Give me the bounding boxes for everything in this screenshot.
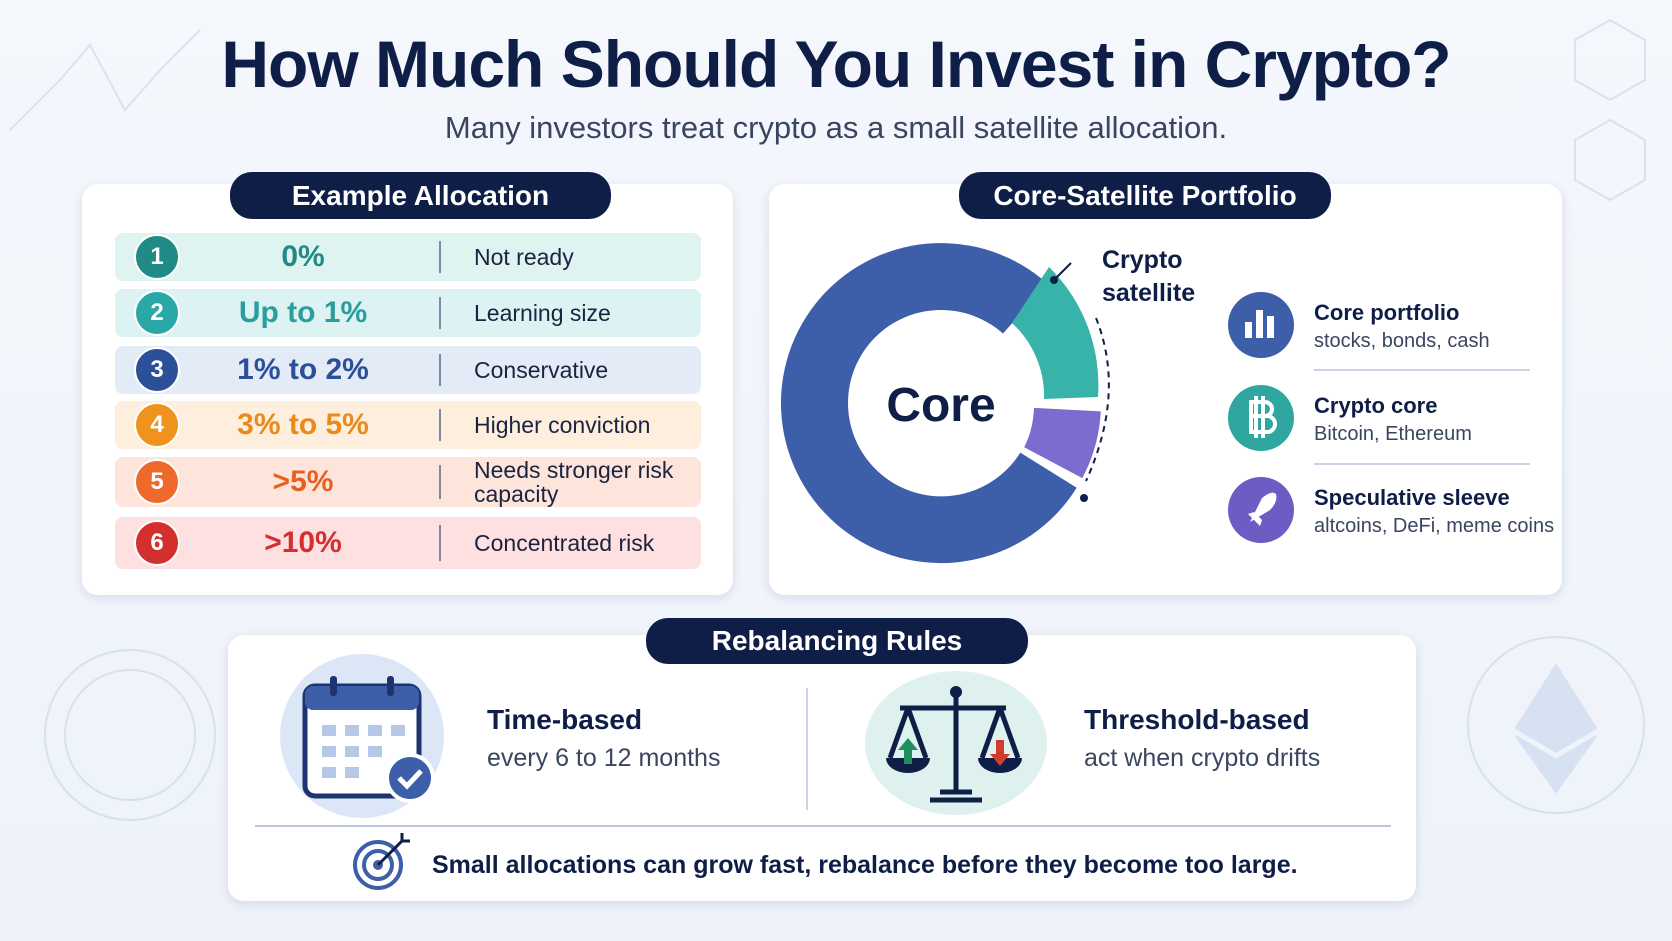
legend-title: Crypto core [1314,393,1438,418]
legend-detail: Bitcoin, Ethereum [1314,423,1472,445]
row-divider [439,409,441,441]
section-tab: Core-Satellite Portfolio [959,172,1331,219]
legend-title: Speculative sleeve [1314,485,1510,510]
core-segment [780,243,1077,564]
row-number: 1 [134,234,180,280]
allocation-row: 2 Up to 1% Learning size [115,289,701,337]
section-tab: Rebalancing Rules [646,618,1028,664]
allocation-row: 3 1% to 2% Conservative [115,346,701,394]
row-number: 2 [134,290,180,336]
row-number: 5 [134,459,180,505]
rule-detail: act when crypto drifts [1084,744,1321,772]
rule-title: Time-based [487,704,643,735]
speculative-segment [1024,407,1101,479]
row-range: >10% [264,526,342,559]
legend-detail: altcoins, DeFi, meme coins [1314,515,1555,537]
row-label: Needs stronger risk capacity [474,457,674,507]
subtitle: Many investors treat crypto as a small s… [444,110,1228,145]
row-label: Higher conviction [474,412,651,438]
donut-center-label: Core [886,379,996,432]
row-range: 1% to 2% [237,353,369,386]
donut-hole [848,310,1034,496]
title: How Much Should You Invest in Crypto? [221,27,1451,101]
row-label: Conservative [474,357,609,383]
row-divider [439,354,441,386]
row-divider [439,241,441,273]
allocation-row: 6 >10% Concentrated risk [115,517,701,569]
row-label: Not ready [474,244,574,270]
row-range: 3% to 5% [237,408,369,441]
row-divider [439,465,441,499]
row-number: 3 [134,347,180,393]
crypto-core-segment [1012,267,1099,399]
row-number: 6 [134,520,180,566]
allocation-row: 4 3% to 5% Higher conviction [115,401,701,449]
row-range: >5% [272,465,334,498]
row-range: Up to 1% [238,296,368,329]
row-divider [439,525,441,561]
section-tab: Example Allocation [230,172,611,219]
allocation-row: 1 0% Not ready [115,233,701,281]
legend-detail: stocks, bonds, cash [1314,330,1490,352]
row-label: Concentrated risk [474,530,655,556]
legend-icons [1228,292,1530,543]
allocation-row: 5 >5% Needs stronger risk capacity [115,457,701,507]
rebalancing-icons [255,654,1391,890]
row-label: Learning size [474,300,611,326]
rule-title: Threshold-based [1084,704,1310,735]
decor [9,18,1646,821]
row-range: 0% [281,240,325,273]
row-number: 4 [134,402,180,448]
donut [780,243,1110,564]
row-divider [439,297,441,329]
rebalancing-card [228,635,1416,901]
callout: Crypto satellite [1102,246,1196,307]
rule-detail: every 6 to 12 months [487,744,721,772]
note: Small allocations can grow fast, rebalan… [432,851,1298,879]
legend-title: Core portfolio [1314,300,1460,325]
